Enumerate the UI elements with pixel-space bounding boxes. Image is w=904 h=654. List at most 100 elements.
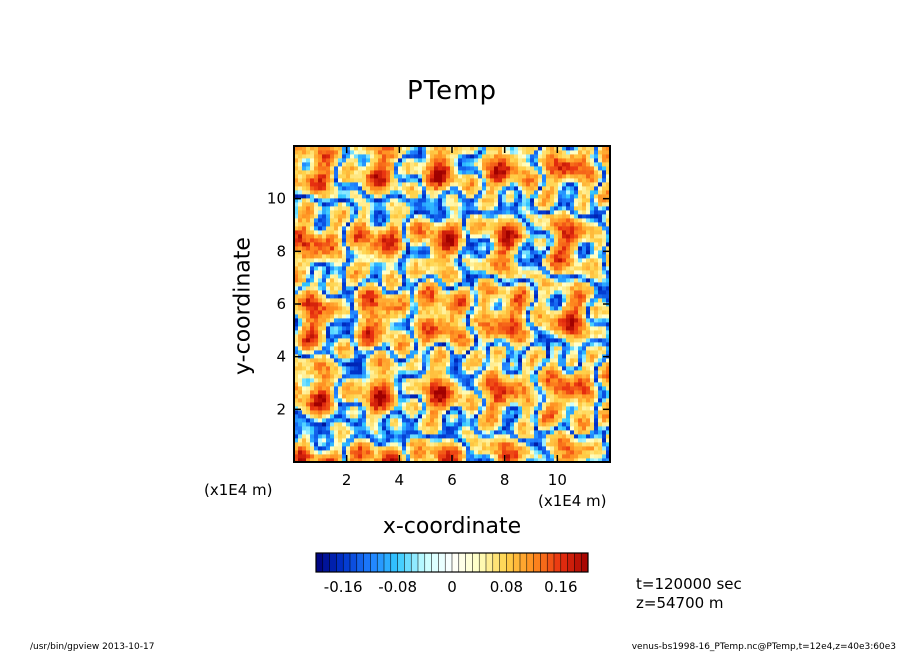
- heatmap-cell: [334, 302, 339, 307]
- heatmap-cell: [378, 418, 383, 423]
- heatmap-cell: [306, 294, 311, 299]
- heatmap-cell: [558, 330, 563, 335]
- heatmap-cell: [302, 274, 307, 279]
- heatmap-cell: [490, 382, 495, 387]
- heatmap-cell: [482, 226, 487, 231]
- heatmap-cell: [318, 326, 323, 331]
- heatmap-cell: [594, 418, 599, 423]
- heatmap-cell: [466, 362, 471, 367]
- heatmap-cell: [546, 410, 551, 415]
- heatmap-cell: [558, 274, 563, 279]
- heatmap-cell: [294, 398, 299, 403]
- heatmap-cell: [490, 418, 495, 423]
- heatmap-cell: [506, 366, 511, 371]
- heatmap-cell: [594, 218, 599, 223]
- heatmap-cell: [594, 274, 599, 279]
- heatmap-cell: [342, 434, 347, 439]
- heatmap-cell: [534, 222, 539, 227]
- heatmap-cell: [394, 310, 399, 315]
- heatmap-cell: [606, 250, 610, 255]
- heatmap-cell: [450, 294, 455, 299]
- heatmap-cell: [510, 414, 515, 419]
- heatmap-cell: [542, 378, 547, 383]
- heatmap-cell: [414, 350, 419, 355]
- heatmap-cell: [502, 222, 507, 227]
- heatmap-cell: [474, 238, 479, 243]
- heatmap-cell: [314, 226, 319, 231]
- heatmap-cell: [394, 446, 399, 451]
- heatmap-cell: [338, 210, 343, 215]
- heatmap-cell: [598, 426, 603, 431]
- heatmap-cell: [354, 458, 359, 462]
- heatmap-cell: [318, 218, 323, 223]
- heatmap-cell: [570, 214, 575, 219]
- heatmap-cell: [522, 282, 527, 287]
- heatmap-cell: [510, 226, 515, 231]
- heatmap-cell: [586, 310, 591, 315]
- heatmap-cell: [318, 406, 323, 411]
- heatmap-cell: [578, 362, 583, 367]
- heatmap-cell: [602, 214, 607, 219]
- heatmap-cell: [494, 414, 499, 419]
- heatmap-cell: [394, 410, 399, 415]
- heatmap-cell: [426, 270, 431, 275]
- heatmap-cell: [526, 406, 531, 411]
- heatmap-cell: [490, 422, 495, 427]
- heatmap-cell: [338, 330, 343, 335]
- heatmap-cell: [466, 218, 471, 223]
- heatmap-cell: [430, 422, 435, 427]
- heatmap-cell: [302, 378, 307, 383]
- heatmap-cell: [602, 322, 607, 327]
- heatmap-cell: [410, 454, 415, 459]
- heatmap-cell: [302, 334, 307, 339]
- heatmap-cell: [394, 290, 399, 295]
- heatmap-cell: [550, 270, 555, 275]
- heatmap-cell: [506, 322, 511, 327]
- heatmap-cell: [362, 294, 367, 299]
- heatmap-cell: [410, 438, 415, 443]
- heatmap-cell: [590, 278, 595, 283]
- heatmap-cell: [566, 390, 571, 395]
- heatmap-cell: [522, 458, 527, 462]
- heatmap-cell: [426, 222, 431, 227]
- heatmap-cell: [598, 238, 603, 243]
- heatmap-cell: [298, 326, 303, 331]
- heatmap-cell: [454, 302, 459, 307]
- heatmap-cell: [310, 422, 315, 427]
- heatmap-cell: [490, 326, 495, 331]
- heatmap-cell: [566, 294, 571, 299]
- heatmap-cell: [570, 398, 575, 403]
- heatmap-cell: [454, 278, 459, 283]
- heatmap-cell: [334, 366, 339, 371]
- heatmap-cell: [506, 422, 511, 427]
- heatmap-cell: [350, 302, 355, 307]
- heatmap-cell: [386, 382, 391, 387]
- heatmap-cell: [522, 230, 527, 235]
- heatmap-cell: [522, 310, 527, 315]
- heatmap-cell: [526, 322, 531, 327]
- heatmap-cell: [558, 442, 563, 447]
- heatmap-cell: [414, 358, 419, 363]
- heatmap-cell: [566, 446, 571, 451]
- heatmap-cell: [330, 242, 335, 247]
- heatmap-cell: [378, 338, 383, 343]
- heatmap-cell: [538, 274, 543, 279]
- heatmap-cell: [570, 422, 575, 427]
- heatmap-cell: [474, 254, 479, 259]
- heatmap-cell: [406, 238, 411, 243]
- heatmap-cell: [418, 434, 423, 439]
- heatmap-cell: [530, 366, 535, 371]
- heatmap-cell: [474, 378, 479, 383]
- heatmap-cell: [406, 338, 411, 343]
- heatmap-cell: [494, 242, 499, 247]
- heatmap-cell: [578, 334, 583, 339]
- heatmap-cell: [374, 406, 379, 411]
- heatmap-cell: [298, 366, 303, 371]
- heatmap-cell: [458, 254, 463, 259]
- heatmap-cell: [510, 290, 515, 295]
- heatmap-cell: [530, 342, 535, 347]
- heatmap-cell: [510, 346, 515, 351]
- heatmap-cell: [406, 274, 411, 279]
- heatmap-cell: [518, 390, 523, 395]
- heatmap-cell: [462, 418, 467, 423]
